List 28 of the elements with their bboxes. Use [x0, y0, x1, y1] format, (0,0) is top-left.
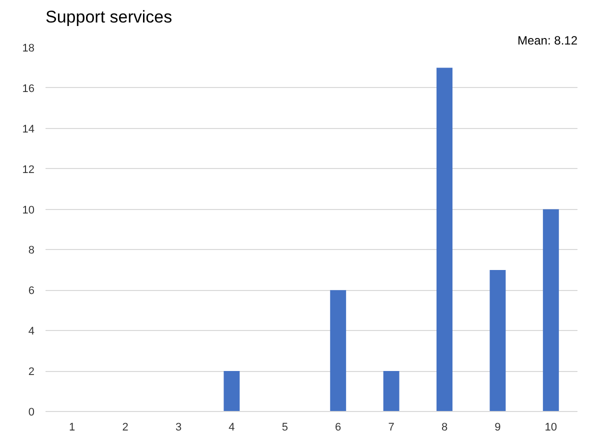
- y-tick-label: 12: [22, 164, 35, 176]
- bar: [383, 371, 400, 412]
- x-tick-label: 6: [335, 422, 342, 434]
- chart-title: Support services: [46, 8, 172, 26]
- y-tick-label: 16: [22, 82, 35, 95]
- y-tick-label: 10: [22, 204, 35, 216]
- y-tick-label: 0: [28, 406, 35, 418]
- y-tick-label: 18: [22, 42, 35, 54]
- bar: [330, 290, 346, 412]
- x-tick-label: 10: [544, 422, 558, 434]
- bar: [224, 371, 240, 412]
- bar: [542, 209, 559, 412]
- y-tick-label: 2: [28, 366, 35, 378]
- x-tick-label: 8: [441, 422, 448, 434]
- bar: [490, 270, 506, 412]
- y-tick-label: 4: [28, 326, 35, 338]
- x-tick-label: 2: [122, 422, 128, 434]
- x-tick-label: 4: [228, 422, 235, 434]
- bar: [436, 68, 452, 412]
- annotation: Mean: 8.12: [517, 34, 578, 48]
- x-tick-label: 9: [494, 422, 501, 434]
- y-tick-label: 14: [22, 123, 35, 136]
- y-tick-label: 8: [28, 244, 35, 257]
- x-tick-label: 3: [175, 422, 182, 434]
- x-tick-label: 7: [388, 422, 394, 434]
- x-tick-label: 1: [69, 422, 76, 434]
- x-tick-label: 5: [282, 422, 288, 434]
- y-tick-label: 6: [28, 285, 35, 298]
